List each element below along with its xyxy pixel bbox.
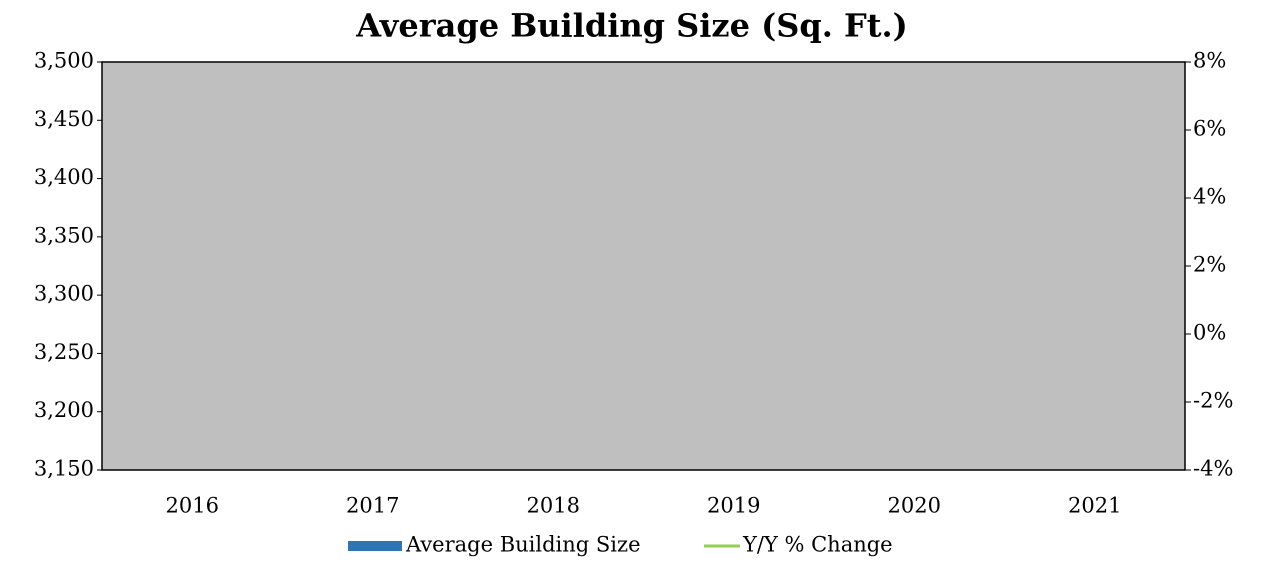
x-tick-label: 2020 xyxy=(888,494,941,518)
legend-label: Y/Y % Change xyxy=(742,533,893,557)
y-tick-label: 3,350 xyxy=(34,223,94,247)
y-tick-label: 3,500 xyxy=(34,49,94,73)
legend-swatch xyxy=(348,541,402,551)
y-tick-label: 3,300 xyxy=(34,282,94,306)
y2-tick-label: 2% xyxy=(1193,253,1226,277)
chart-title: Average Building Size (Sq. Ft.) xyxy=(355,7,908,45)
y-tick-label: 3,150 xyxy=(34,457,94,481)
y2-tick-label: -2% xyxy=(1193,389,1233,413)
x-tick-label: 2016 xyxy=(166,494,219,518)
x-tick-label: 2017 xyxy=(346,494,399,518)
x-tick-label: 2018 xyxy=(527,494,580,518)
y-tick-label: 3,250 xyxy=(34,340,94,364)
y-tick-label: 3,450 xyxy=(34,107,94,131)
legend-label: Average Building Size xyxy=(405,533,641,557)
plot-area xyxy=(101,61,1186,471)
y2-tick-label: 0% xyxy=(1193,321,1226,345)
y2-tick-label: -4% xyxy=(1193,457,1233,481)
x-tick-label: 2019 xyxy=(707,494,760,518)
y-tick-label: 3,200 xyxy=(34,398,94,422)
y-tick-label: 3,400 xyxy=(34,165,94,189)
y2-tick-label: 6% xyxy=(1193,117,1226,141)
y2-tick-label: 4% xyxy=(1193,185,1226,209)
x-tick-label: 2021 xyxy=(1068,494,1121,518)
y2-tick-label: 8% xyxy=(1193,49,1226,73)
